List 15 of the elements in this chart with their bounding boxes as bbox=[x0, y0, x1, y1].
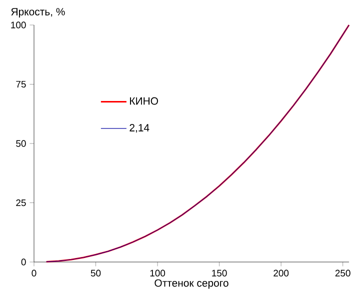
y-tick-label: 0 bbox=[21, 258, 26, 266]
x-tick-label: 50 bbox=[90, 270, 101, 276]
x-tick-label: 150 bbox=[212, 270, 227, 276]
x-tick-label: 250 bbox=[335, 270, 350, 276]
x-axis-title: Оттенок серого bbox=[154, 279, 228, 289]
y-tick-label: 75 bbox=[16, 80, 26, 88]
x-tick-label: 100 bbox=[150, 270, 166, 276]
x-tick-label: 0 bbox=[32, 270, 36, 276]
y-tick-label: 25 bbox=[16, 199, 26, 206]
legend-label: 2,14 bbox=[130, 124, 150, 133]
y-tick-label: 50 bbox=[16, 140, 26, 147]
legend-label: КИНО bbox=[130, 97, 158, 105]
y-axis-title: Яркость, % bbox=[11, 8, 65, 18]
y-tick-label: 100 bbox=[11, 22, 26, 28]
x-tick-label: 200 bbox=[274, 270, 289, 276]
